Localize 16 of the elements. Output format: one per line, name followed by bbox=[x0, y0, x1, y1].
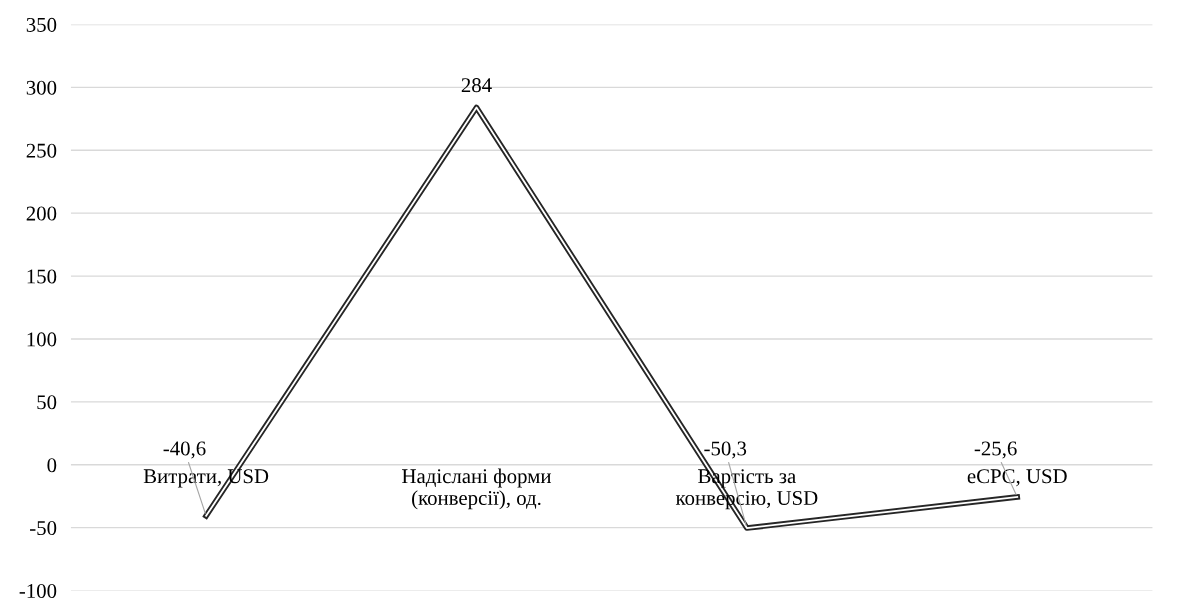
y-tick-label: 350 bbox=[26, 17, 57, 32]
y-tick-label: 250 bbox=[26, 143, 57, 158]
data-label: -50,3 bbox=[704, 441, 747, 459]
data-label: 284 bbox=[461, 78, 492, 93]
x-tick-label: Надіслані форми (конверсії), од. bbox=[402, 468, 552, 510]
data-label: -25,6 bbox=[974, 441, 1017, 459]
y-tick-label: 50 bbox=[37, 395, 57, 410]
y-tick-label: 300 bbox=[26, 80, 57, 95]
y-tick-label: -50 bbox=[30, 521, 57, 536]
x-tick-label: eCPC, USD bbox=[967, 469, 1067, 487]
y-tick-label: 100 bbox=[27, 332, 57, 347]
y-tick-label: 200 bbox=[26, 206, 57, 221]
data-label: -40,6 bbox=[163, 441, 206, 459]
y-tick-label: 0 bbox=[47, 458, 57, 473]
y-tick-label: 150 bbox=[27, 269, 57, 284]
y-tick-label: -100 bbox=[19, 583, 57, 599]
